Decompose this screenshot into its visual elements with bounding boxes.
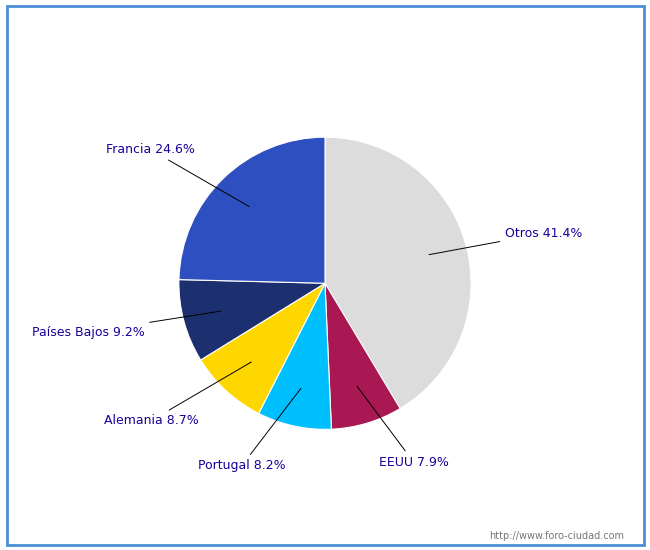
Text: EEUU 7.9%: EEUU 7.9% [357, 386, 448, 469]
Wedge shape [179, 279, 325, 360]
Text: http://www.foro-ciudad.com: http://www.foro-ciudad.com [489, 531, 625, 541]
Wedge shape [325, 137, 471, 409]
Text: Sahagún - Turistas extranjeros según país - Octubre de 2024: Sahagún - Turistas extranjeros según paí… [93, 19, 557, 36]
Text: Portugal 8.2%: Portugal 8.2% [198, 388, 301, 472]
Wedge shape [179, 137, 325, 283]
Wedge shape [325, 283, 400, 429]
Text: Alemania 8.7%: Alemania 8.7% [103, 362, 252, 427]
Wedge shape [201, 283, 325, 414]
Text: Países Bajos 9.2%: Países Bajos 9.2% [32, 311, 221, 339]
Text: Francia 24.6%: Francia 24.6% [105, 143, 249, 207]
Text: Otros 41.4%: Otros 41.4% [429, 227, 582, 255]
Wedge shape [259, 283, 332, 430]
